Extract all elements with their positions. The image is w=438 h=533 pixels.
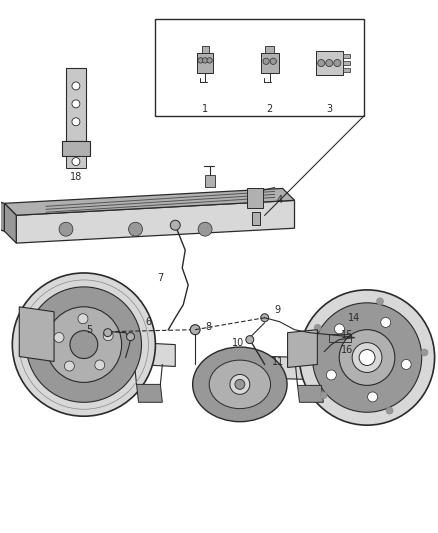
Text: 10: 10 <box>232 337 244 348</box>
Circle shape <box>198 58 203 63</box>
Circle shape <box>72 158 80 166</box>
Polygon shape <box>155 19 364 116</box>
Circle shape <box>263 58 269 64</box>
Circle shape <box>326 370 336 380</box>
Polygon shape <box>4 203 16 243</box>
Circle shape <box>246 336 254 344</box>
Circle shape <box>202 58 208 63</box>
Circle shape <box>270 58 276 64</box>
Polygon shape <box>16 200 294 243</box>
Polygon shape <box>137 384 162 402</box>
Circle shape <box>12 273 155 416</box>
Circle shape <box>103 331 113 341</box>
Polygon shape <box>66 156 86 167</box>
Polygon shape <box>0 198 4 231</box>
Polygon shape <box>62 141 90 156</box>
Text: 2: 2 <box>267 104 273 114</box>
Circle shape <box>421 349 428 356</box>
Polygon shape <box>252 212 260 225</box>
Polygon shape <box>66 68 86 141</box>
Text: 11: 11 <box>272 357 284 367</box>
Circle shape <box>367 392 378 402</box>
Polygon shape <box>76 340 175 367</box>
Text: 9: 9 <box>275 305 281 315</box>
Text: 6: 6 <box>145 317 152 327</box>
Circle shape <box>72 82 80 90</box>
Polygon shape <box>205 175 215 188</box>
Text: 4: 4 <box>276 196 283 205</box>
Circle shape <box>359 350 375 366</box>
Circle shape <box>377 298 384 305</box>
Text: 8: 8 <box>205 322 211 332</box>
Text: 15: 15 <box>341 329 353 340</box>
Polygon shape <box>19 307 54 361</box>
Circle shape <box>95 360 105 370</box>
Ellipse shape <box>193 347 287 422</box>
Circle shape <box>386 407 393 414</box>
Circle shape <box>72 118 80 126</box>
Polygon shape <box>201 46 208 53</box>
Polygon shape <box>4 188 294 215</box>
Polygon shape <box>288 330 318 367</box>
Polygon shape <box>270 357 389 382</box>
Circle shape <box>46 307 122 382</box>
Circle shape <box>401 359 411 369</box>
Polygon shape <box>261 53 279 73</box>
Circle shape <box>335 324 344 334</box>
Text: 18: 18 <box>70 173 82 182</box>
Circle shape <box>230 375 250 394</box>
Polygon shape <box>316 51 343 75</box>
Circle shape <box>381 318 391 327</box>
Text: 16: 16 <box>341 344 353 354</box>
Circle shape <box>320 392 327 399</box>
Circle shape <box>26 287 141 402</box>
Circle shape <box>190 325 200 335</box>
Circle shape <box>300 290 434 425</box>
Circle shape <box>170 220 180 230</box>
Polygon shape <box>265 46 274 53</box>
Circle shape <box>129 222 142 236</box>
Circle shape <box>261 314 268 322</box>
Circle shape <box>64 361 74 371</box>
Circle shape <box>127 333 134 341</box>
Circle shape <box>352 343 382 373</box>
Circle shape <box>314 324 321 332</box>
Circle shape <box>104 329 112 337</box>
Circle shape <box>235 379 245 389</box>
Polygon shape <box>343 68 350 72</box>
Text: 3: 3 <box>326 104 332 114</box>
Circle shape <box>339 330 395 385</box>
Circle shape <box>54 333 64 342</box>
Polygon shape <box>197 53 213 73</box>
Text: 14: 14 <box>348 313 360 323</box>
Circle shape <box>334 60 341 67</box>
Circle shape <box>72 100 80 108</box>
Circle shape <box>326 60 333 67</box>
Ellipse shape <box>209 360 271 409</box>
Polygon shape <box>343 54 350 58</box>
Text: 7: 7 <box>157 273 163 283</box>
Polygon shape <box>343 61 350 66</box>
Circle shape <box>198 222 212 236</box>
Circle shape <box>312 303 422 412</box>
Circle shape <box>59 222 73 236</box>
Polygon shape <box>247 188 263 208</box>
Circle shape <box>207 58 212 63</box>
Text: 1: 1 <box>202 104 208 114</box>
Circle shape <box>70 330 98 359</box>
Circle shape <box>318 60 325 67</box>
Circle shape <box>78 314 88 324</box>
Text: 5: 5 <box>86 325 92 335</box>
Polygon shape <box>297 385 323 402</box>
